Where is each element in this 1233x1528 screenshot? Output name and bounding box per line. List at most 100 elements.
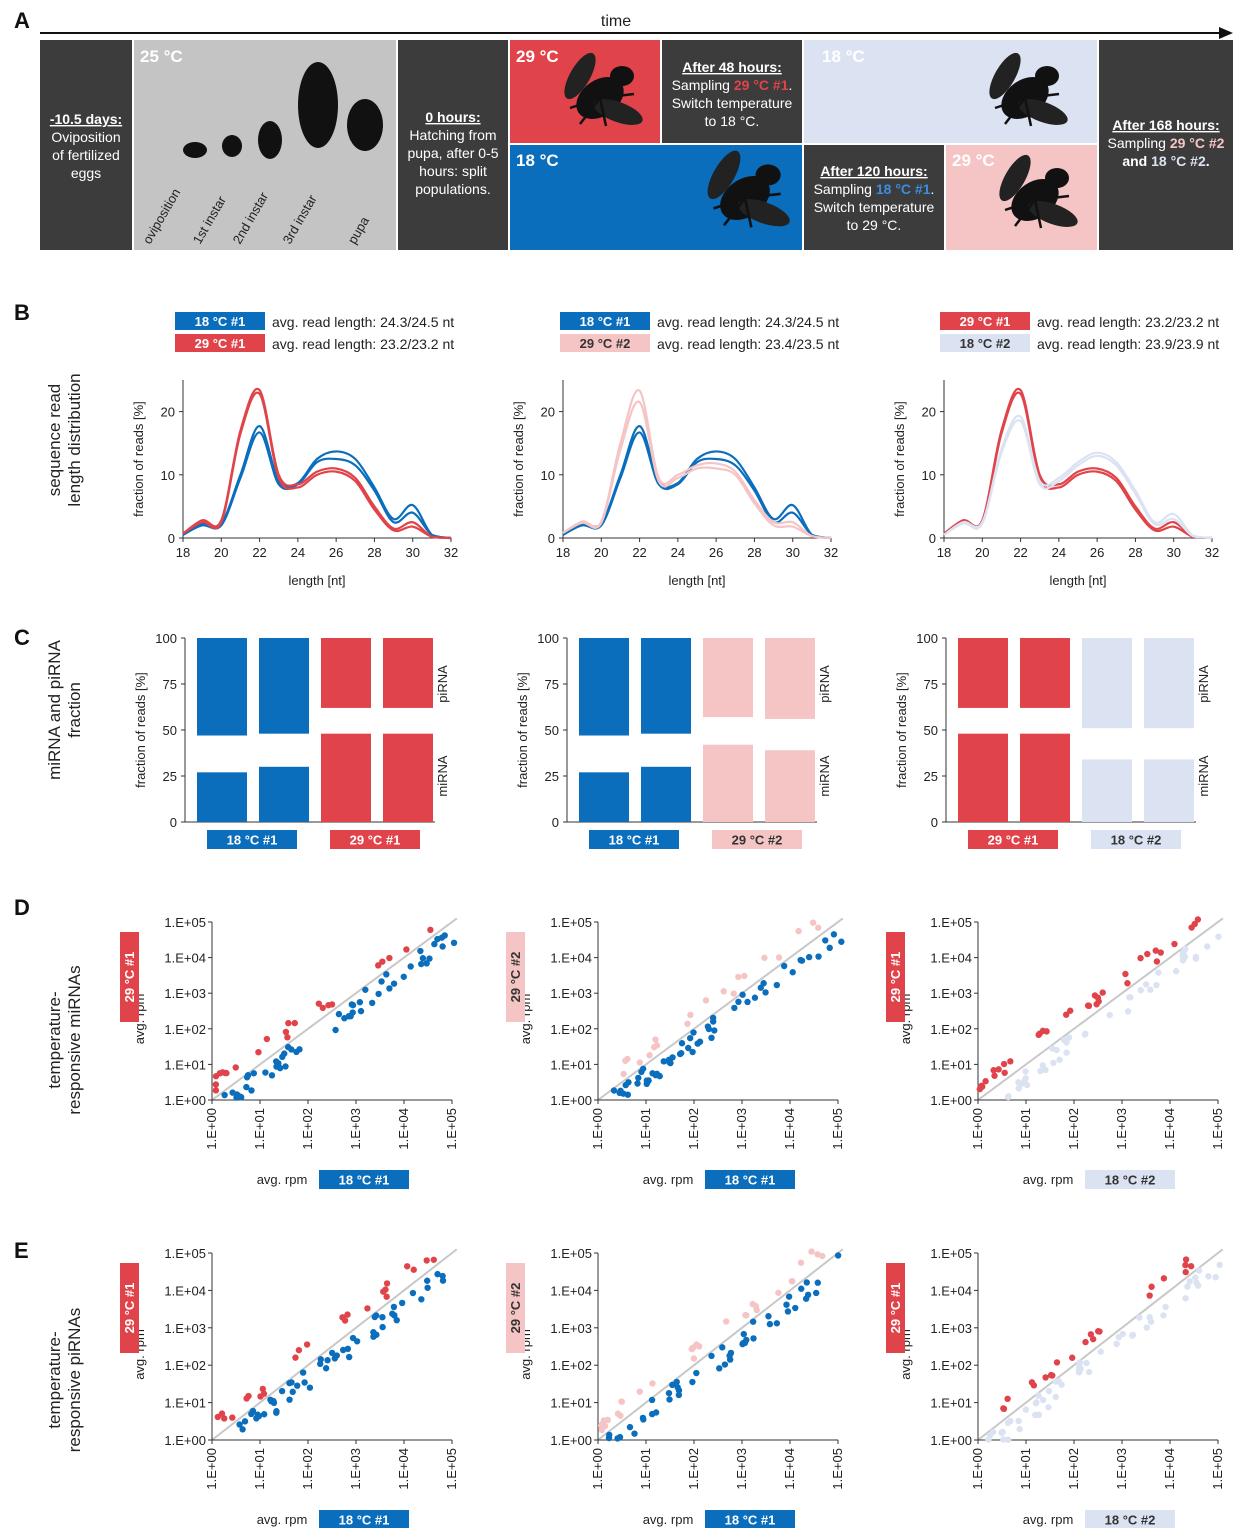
x-tick-label: 26 xyxy=(329,545,343,560)
y-tick-label: 20 xyxy=(922,405,936,420)
data-point xyxy=(689,1378,696,1386)
data-point xyxy=(761,954,768,961)
data-point xyxy=(721,1361,729,1368)
x-tick-label: 1.E+04 xyxy=(1162,1448,1177,1490)
x-tick-label: 1.E+03 xyxy=(1114,1448,1129,1490)
data-point xyxy=(379,1313,386,1321)
data-point xyxy=(626,1423,634,1431)
data-point xyxy=(815,953,822,960)
y-tick-label: 1.E+04 xyxy=(550,1283,592,1298)
x-tick-label: 22 xyxy=(1013,545,1027,560)
x-tick-label: 20 xyxy=(594,545,608,560)
time-label: time xyxy=(601,13,631,30)
data-point xyxy=(1005,1093,1012,1100)
diagonal-line xyxy=(211,1248,458,1441)
panel-e-pirna-scatter: 1.E+001.E+001.E+011.E+011.E+021.E+021.E+… xyxy=(120,1246,1225,1528)
data-point xyxy=(805,953,813,961)
data-point xyxy=(826,944,833,952)
panel-d-mirna-scatter: 1.E+001.E+001.E+011.E+011.E+021.E+021.E+… xyxy=(120,915,1225,1189)
data-point xyxy=(784,1308,792,1315)
data-point xyxy=(221,1415,228,1422)
data-point xyxy=(390,1303,398,1311)
data-point xyxy=(328,1349,336,1357)
row-label-d: responsive miRNAs xyxy=(65,965,84,1114)
y-sample-tag: 29 °C #1 xyxy=(120,1263,139,1353)
data-point xyxy=(1089,1335,1097,1343)
x-tick-label: 1.E+02 xyxy=(300,1448,315,1490)
data-point xyxy=(638,1068,645,1076)
mirna-bar xyxy=(641,766,691,822)
y-tick-label: 1.E+03 xyxy=(164,986,206,1001)
x-tick-label: 1.E+01 xyxy=(1018,1448,1033,1490)
larva-silhouette-icon xyxy=(183,142,207,158)
temp-29: 29 °C xyxy=(952,151,995,170)
data-point xyxy=(1082,1338,1089,1346)
mirna-label: miRNA xyxy=(435,755,450,796)
group-tag: 29 °C #2 xyxy=(712,830,802,849)
data-point xyxy=(1096,1328,1103,1335)
y-tick-label: 100 xyxy=(155,631,177,646)
data-point xyxy=(676,1050,684,1058)
legend-tag: 18 °C #1 xyxy=(175,312,265,330)
data-point xyxy=(379,958,386,965)
pirna-bar xyxy=(703,638,753,718)
data-point xyxy=(291,1019,298,1027)
data-point xyxy=(649,1070,656,1077)
data-point xyxy=(368,999,376,1007)
temp-25: 25 °C xyxy=(140,47,183,66)
x-tick-label: 1.E+01 xyxy=(1018,1108,1033,1150)
data-point xyxy=(989,1428,997,1436)
data-point xyxy=(1022,1068,1029,1075)
x-tick-label: 1.E+05 xyxy=(1210,1448,1225,1490)
panel-c-fraction: 0 25 50 75 100 fraction of reads [%] piRNA miRN… xyxy=(133,631,1211,849)
data-point xyxy=(667,1059,674,1067)
data-point xyxy=(834,1252,842,1259)
y-tick-label: 25 xyxy=(545,769,559,784)
data-point xyxy=(1192,1274,1199,1281)
data-point xyxy=(709,1014,717,1022)
data-point xyxy=(838,938,845,945)
data-point xyxy=(1188,924,1195,931)
mirna-bar xyxy=(1020,733,1070,822)
data-point xyxy=(1093,1001,1100,1008)
data-point xyxy=(1143,1324,1150,1331)
x-tick-label: 1.E+05 xyxy=(1210,1108,1225,1150)
x-tick-label: 1.E+02 xyxy=(300,1108,315,1150)
x-sample-tag: 18 °C #1 xyxy=(319,1510,409,1528)
data-point xyxy=(1215,933,1222,940)
larva-silhouette-icon xyxy=(258,121,282,159)
x-tick-label: 30 xyxy=(1166,545,1180,560)
data-point xyxy=(1069,1354,1076,1361)
y-tick-label: 100 xyxy=(916,631,938,646)
data-point xyxy=(1160,1312,1167,1319)
oviposition-box xyxy=(40,40,132,250)
data-point xyxy=(744,998,751,1006)
data-point xyxy=(1186,1278,1193,1285)
y-tick-label: 1.E+00 xyxy=(164,1433,206,1448)
data-point xyxy=(652,1036,659,1043)
data-point xyxy=(614,1435,621,1442)
data-point xyxy=(270,1397,277,1405)
mirna-bar xyxy=(197,772,247,822)
sample-tag-label: 29 °C #1 xyxy=(988,833,1039,848)
pirna-label: piRNA xyxy=(1196,665,1211,703)
sample-tag-label: 18 °C #1 xyxy=(725,1173,776,1188)
data-point xyxy=(735,998,742,1006)
data-point xyxy=(450,939,458,947)
data-point xyxy=(1192,953,1200,961)
row-label-c: miRNA and piRNA xyxy=(45,639,64,779)
data-point xyxy=(357,1007,365,1015)
row-label-c: fraction xyxy=(65,682,84,738)
y-tick-label: 1.E+05 xyxy=(550,1246,592,1261)
x-tick-label: 32 xyxy=(444,545,458,560)
data-point xyxy=(625,1079,632,1086)
data-point xyxy=(750,1335,757,1342)
data-point xyxy=(631,1430,638,1437)
data-point xyxy=(295,1346,303,1354)
row-label-b: sequence read xyxy=(45,384,64,496)
data-point xyxy=(690,1355,698,1362)
data-point xyxy=(693,1369,700,1377)
data-point xyxy=(730,990,737,997)
data-point xyxy=(1033,1399,1040,1406)
